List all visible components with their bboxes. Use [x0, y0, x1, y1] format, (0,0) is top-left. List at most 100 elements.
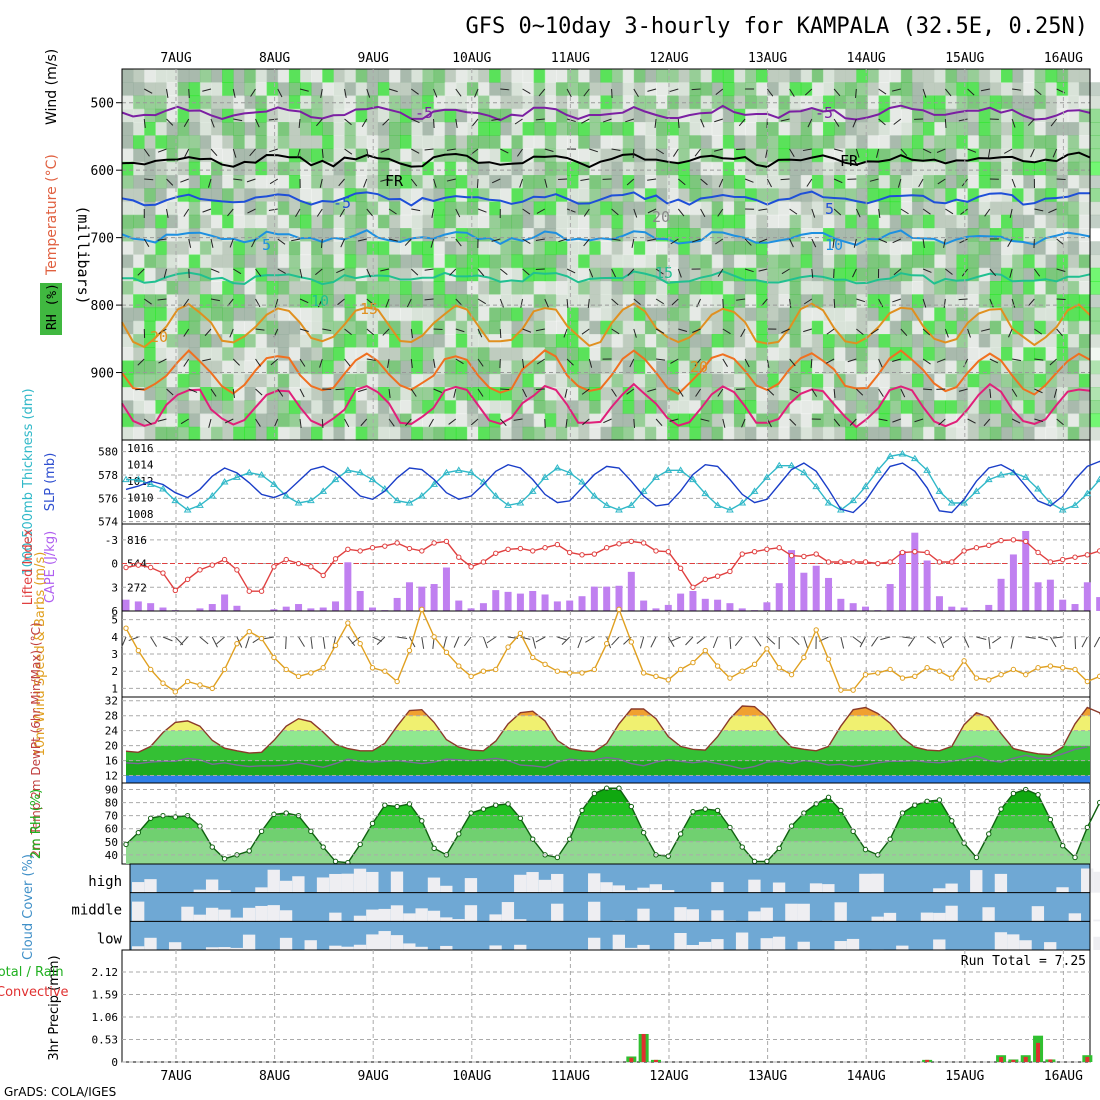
rh-cell	[366, 334, 379, 348]
rh-marker	[530, 836, 536, 842]
wind-barb	[411, 148, 420, 154]
rh-cell	[555, 294, 568, 309]
rh-cell	[667, 294, 679, 309]
rh-cell	[489, 201, 501, 216]
rh-cell	[277, 413, 290, 428]
rh-cell	[722, 175, 735, 189]
rh-cell	[900, 69, 913, 83]
rh-cell	[845, 201, 857, 216]
lifted-index-marker	[603, 545, 610, 551]
wind-barb	[789, 298, 792, 308]
wind-barb	[1034, 88, 1042, 96]
wind-barb	[522, 358, 525, 368]
rh-cell	[466, 161, 479, 176]
rh-cell	[967, 108, 980, 123]
rh-cell	[400, 214, 412, 229]
rh-cell	[978, 241, 991, 256]
wind-barb	[344, 358, 351, 367]
rh-cell	[967, 201, 980, 216]
rh-cell	[578, 241, 590, 256]
rh-cell	[934, 201, 946, 216]
rh-cell	[166, 413, 179, 428]
rh-cell	[478, 148, 490, 163]
thickness-marker	[602, 501, 611, 508]
rh-cell	[366, 281, 379, 295]
rh-cell	[344, 148, 357, 163]
rh-cell	[322, 175, 335, 189]
rh-cell	[1012, 122, 1024, 136]
rh-cell	[934, 360, 946, 375]
rh-cell	[745, 360, 757, 375]
cloud-cell	[218, 947, 231, 950]
rh-cell	[767, 241, 780, 256]
rh-cell	[511, 426, 524, 441]
rh-cell	[656, 413, 668, 428]
rh-cell	[199, 320, 212, 335]
rh-cell	[288, 188, 301, 203]
rh-cell	[322, 148, 335, 163]
lifted-index-marker	[468, 564, 474, 570]
lifted-index-marker	[345, 546, 351, 553]
rh-cell	[233, 122, 245, 136]
rh-cell	[144, 334, 156, 348]
rh-cell	[1012, 334, 1024, 348]
rh-cell	[656, 426, 668, 441]
rh-cell	[878, 241, 891, 256]
rh-cell	[255, 201, 268, 216]
wind-speed-marker	[209, 685, 215, 692]
rh-cell	[389, 413, 401, 428]
wind-speed-marker	[443, 649, 450, 655]
rh-cell	[500, 175, 513, 189]
rh-cell	[700, 360, 713, 375]
thickness-marker	[257, 471, 266, 478]
rh-cell	[967, 307, 980, 322]
date-label-bottom: 12AUG	[649, 1069, 688, 1084]
rh-marker	[209, 844, 215, 850]
wind-speed-marker	[714, 663, 721, 669]
rh-cell	[656, 228, 668, 242]
wind-barb	[967, 418, 976, 424]
rh-cell	[444, 360, 457, 375]
wind-barb	[476, 178, 479, 189]
rh-cell	[277, 108, 290, 123]
rh-marker	[936, 797, 943, 803]
rh-cell	[1056, 175, 1069, 189]
thickness-marker	[146, 480, 155, 487]
wind-barb	[1056, 268, 1066, 272]
wind-barb	[914, 418, 924, 423]
rh-cell	[211, 82, 223, 97]
rh-cell	[756, 175, 768, 189]
rh-cell	[1034, 387, 1047, 401]
rh-cell	[355, 82, 368, 97]
rh-cell	[144, 360, 156, 375]
rh-cell	[1056, 413, 1069, 428]
rh-cell	[122, 122, 134, 136]
rh-cell	[934, 188, 946, 203]
cape-bar	[627, 571, 635, 611]
rh-cell	[478, 161, 490, 176]
rh-cell	[1023, 201, 1035, 216]
rh-cell	[144, 82, 156, 97]
rh-cell	[433, 69, 446, 83]
rh-cell	[800, 188, 813, 203]
rh-cell	[211, 135, 223, 150]
rh-cell	[923, 267, 935, 282]
rh-cell	[622, 175, 635, 189]
rh-cell	[956, 400, 969, 415]
rh-cell	[834, 254, 846, 269]
rh-cell	[277, 214, 290, 229]
rh-cell	[1090, 254, 1100, 269]
rh-cell	[122, 360, 134, 375]
rh-cell	[133, 135, 145, 150]
cloud-cell	[489, 945, 502, 950]
rh-cell	[945, 201, 958, 216]
rh-cell	[544, 334, 557, 348]
rh-cell	[889, 161, 902, 176]
rh-cell	[244, 347, 257, 362]
isotherm-label: -5	[415, 104, 433, 122]
rh-cell	[722, 400, 735, 415]
rh-cell	[155, 426, 168, 441]
wind-barb	[611, 328, 620, 335]
rh-cell	[1012, 201, 1024, 216]
rh-cell	[911, 82, 924, 97]
